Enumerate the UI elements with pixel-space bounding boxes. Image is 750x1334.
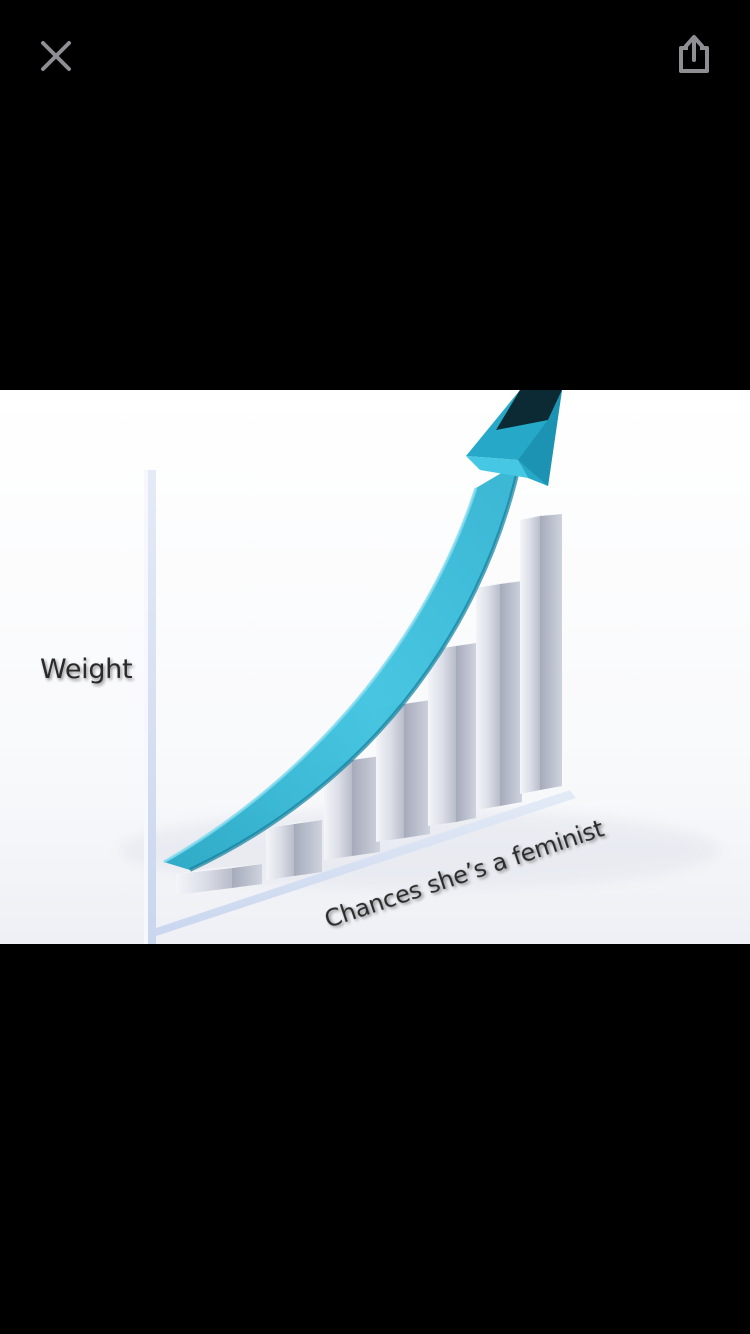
bars [176,514,562,895]
close-button[interactable] [30,30,82,82]
share-icon [679,35,709,73]
trend-arrow [163,390,562,872]
y-axis-label: Weight [40,654,132,685]
share-button[interactable] [668,28,720,80]
meme-photo: Weight Chances she’s a feminist [0,390,750,944]
chart-illustration: Weight Chances she’s a feminist [0,390,750,944]
x-axis [150,790,576,938]
close-icon [41,41,71,71]
